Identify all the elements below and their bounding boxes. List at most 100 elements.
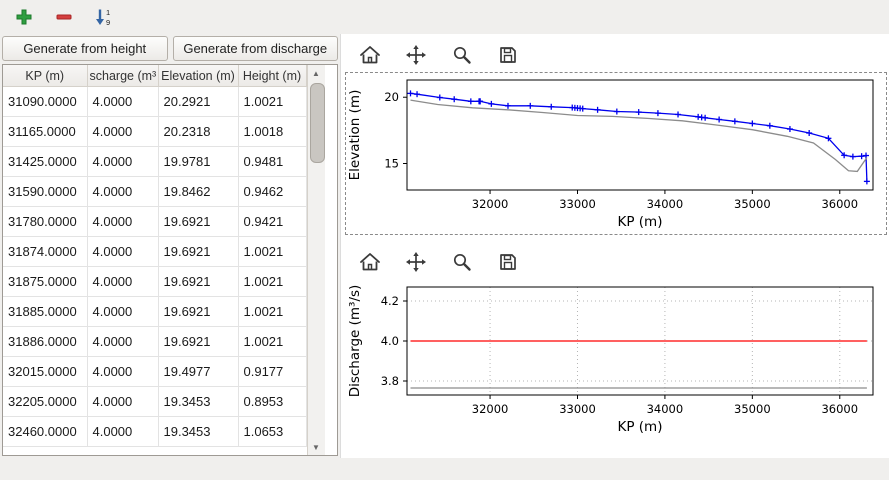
column-header[interactable]: Height (m) xyxy=(237,65,307,87)
table-cell[interactable]: 20.2318 xyxy=(157,116,239,147)
zoom-button[interactable] xyxy=(447,41,477,69)
table-cell[interactable]: 19.8462 xyxy=(157,176,239,207)
table-cell[interactable]: 19.6921 xyxy=(157,326,239,357)
table-cell[interactable]: 19.4977 xyxy=(157,356,239,387)
svg-text:36000: 36000 xyxy=(821,197,858,211)
svg-text:35000: 35000 xyxy=(734,402,771,416)
generate-buttons-row: Generate from height Generate from disch… xyxy=(2,36,338,61)
table-cell[interactable]: 0.9177 xyxy=(237,356,307,387)
table-cell[interactable]: 4.0000 xyxy=(86,206,159,237)
table-cell[interactable]: 4.0000 xyxy=(86,176,159,207)
svg-text:20: 20 xyxy=(384,90,399,104)
table-cell[interactable]: 32205.0000 xyxy=(3,386,88,417)
scroll-down-button[interactable]: ▼ xyxy=(307,439,325,455)
table-cell[interactable]: 20.2921 xyxy=(157,86,239,117)
table-row[interactable]: 31875.0000 4.0000 19.6921 1.0021 xyxy=(3,266,307,297)
scrollbar-thumb[interactable] xyxy=(309,83,325,163)
table-cell[interactable]: 19.6921 xyxy=(157,296,239,327)
save-button[interactable] xyxy=(493,41,523,69)
svg-text:KP (m): KP (m) xyxy=(618,214,663,230)
table-cell[interactable]: 1.0653 xyxy=(237,416,307,447)
table-cell[interactable]: 31874.0000 xyxy=(3,236,88,267)
column-header[interactable]: Elevation (m) xyxy=(157,65,239,87)
table-cell[interactable]: 4.0000 xyxy=(86,356,159,387)
table-row[interactable]: 31090.0000 4.0000 20.2921 1.0021 xyxy=(3,86,307,117)
home-button[interactable] xyxy=(355,41,385,69)
scrollbar-track[interactable] xyxy=(308,81,325,439)
table-cell[interactable]: 4.0000 xyxy=(86,116,159,147)
table-cell[interactable]: 1.0021 xyxy=(237,236,307,267)
table-row[interactable]: 31590.0000 4.0000 19.8462 0.9462 xyxy=(3,176,307,207)
zoom-button-2[interactable] xyxy=(447,248,477,276)
table-cell[interactable]: 1.0021 xyxy=(237,326,307,357)
table-cell[interactable]: 19.6921 xyxy=(157,206,239,237)
table-row[interactable]: 31780.0000 4.0000 19.6921 0.9421 xyxy=(3,206,307,237)
remove-row-button[interactable] xyxy=(52,5,76,29)
table-cell[interactable]: 1.0021 xyxy=(237,266,307,297)
generate-from-height-button[interactable]: Generate from height xyxy=(2,36,168,61)
table-cell[interactable]: 19.3453 xyxy=(157,386,239,417)
generate-from-discharge-button[interactable]: Generate from discharge xyxy=(172,36,338,61)
table-cell[interactable]: 4.0000 xyxy=(86,386,159,417)
table-cell[interactable]: 1.0021 xyxy=(237,296,307,327)
pan-button-2[interactable] xyxy=(401,248,431,276)
table-cell[interactable]: 31165.0000 xyxy=(3,116,88,147)
table-cell[interactable]: 31875.0000 xyxy=(3,266,88,297)
table-row[interactable]: 31165.0000 4.0000 20.2318 1.0018 xyxy=(3,116,307,147)
table-cell[interactable]: 19.6921 xyxy=(157,266,239,297)
table-cell[interactable]: 32460.0000 xyxy=(3,416,88,447)
svg-text:9: 9 xyxy=(106,18,110,27)
table-cell[interactable]: 31090.0000 xyxy=(3,86,88,117)
table-cell[interactable]: 0.8953 xyxy=(237,386,307,417)
table-row[interactable]: 31425.0000 4.0000 19.9781 0.9481 xyxy=(3,146,307,177)
scroll-up-button[interactable]: ▲ xyxy=(307,65,325,81)
table-cell[interactable]: 4.0000 xyxy=(86,416,159,447)
table-cell[interactable]: 4.0000 xyxy=(86,236,159,267)
table-cell[interactable]: 4.0000 xyxy=(86,146,159,177)
save-button-2[interactable] xyxy=(493,248,523,276)
table-cell[interactable]: 1.0021 xyxy=(237,86,307,117)
table-cell[interactable]: 0.9421 xyxy=(237,206,307,237)
table-cell[interactable]: 31590.0000 xyxy=(3,176,88,207)
table-cell[interactable]: 32015.0000 xyxy=(3,356,88,387)
table-row[interactable]: 32460.0000 4.0000 19.3453 1.0653 xyxy=(3,416,307,447)
column-header[interactable]: KP (m) xyxy=(3,65,88,87)
sort-ascending-button[interactable]: 1 9 xyxy=(92,5,116,29)
table-scrollbar[interactable]: ▲ ▼ xyxy=(306,65,325,455)
svg-text:34000: 34000 xyxy=(647,197,684,211)
elevation-plot-toolbar xyxy=(345,38,887,72)
table-row[interactable]: 31886.0000 4.0000 19.6921 1.0021 xyxy=(3,326,307,357)
discharge-chart[interactable]: 32000 33000 34000 35000 36000 3.8 4.0 4.2 KP (m)… xyxy=(345,279,887,440)
table-row[interactable]: 31874.0000 4.0000 19.6921 1.0021 xyxy=(3,236,307,267)
table-cell[interactable]: 4.0000 xyxy=(86,296,159,327)
table-row[interactable]: 32205.0000 4.0000 19.3453 0.8953 xyxy=(3,386,307,417)
table-cell[interactable]: 31425.0000 xyxy=(3,146,88,177)
table-cell[interactable]: 19.9781 xyxy=(157,146,239,177)
discharge-plot-toolbar xyxy=(345,245,887,279)
elevation-chart[interactable]: 32000 33000 34000 35000 36000 15 20 KP (m) Eleva… xyxy=(345,72,887,235)
table-row[interactable]: 31885.0000 4.0000 19.6921 1.0021 xyxy=(3,296,307,327)
table-cell[interactable]: 1.0018 xyxy=(237,116,307,147)
table-cell[interactable]: 31885.0000 xyxy=(3,296,88,327)
table-cell[interactable]: 4.0000 xyxy=(86,86,159,117)
table-cell[interactable]: 31780.0000 xyxy=(3,206,88,237)
plots-panel: 32000 33000 34000 35000 36000 15 20 KP (m) Eleva… xyxy=(340,34,889,458)
home-icon xyxy=(360,253,380,271)
table-cell[interactable]: 0.9462 xyxy=(237,176,307,207)
home-button-2[interactable] xyxy=(355,248,385,276)
main-toolbar: 1 9 xyxy=(0,0,889,34)
table-row[interactable]: 32015.0000 4.0000 19.4977 0.9177 xyxy=(3,356,307,387)
remove-row-icon xyxy=(56,14,72,20)
table-cell[interactable]: 31886.0000 xyxy=(3,326,88,357)
table-cell[interactable]: 4.0000 xyxy=(86,326,159,357)
table-cell[interactable]: 19.3453 xyxy=(157,416,239,447)
add-row-button[interactable] xyxy=(12,5,36,29)
table-cell[interactable]: 19.6921 xyxy=(157,236,239,267)
column-header[interactable]: scharge (m³ xyxy=(86,65,159,87)
data-table-container: KP (m) scharge (m³ Elevation (m) Height (m)… xyxy=(2,64,338,456)
table-cell[interactable]: 0.9481 xyxy=(237,146,307,177)
home-icon xyxy=(360,46,380,64)
table-cell[interactable]: 4.0000 xyxy=(86,266,159,297)
pan-button[interactable] xyxy=(401,41,431,69)
